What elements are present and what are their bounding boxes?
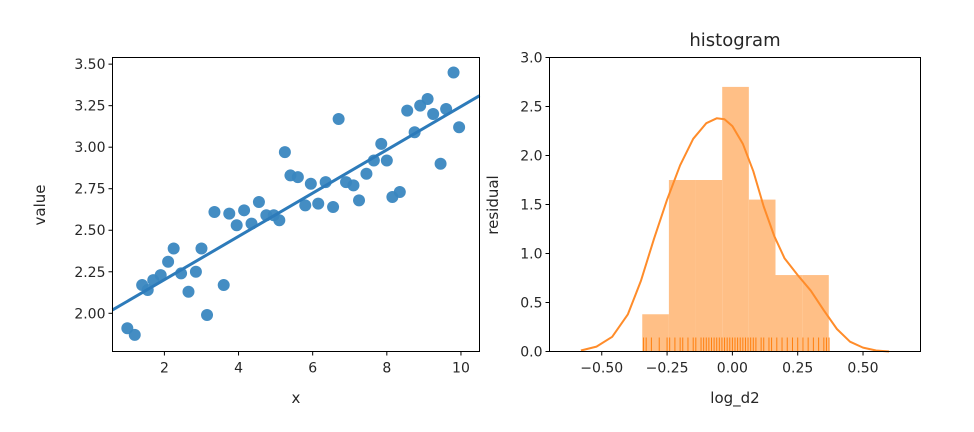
scatter-point: [273, 214, 286, 227]
histogram-bar: [695, 180, 723, 352]
scatter-point: [312, 197, 325, 210]
scatter-point: [327, 200, 340, 213]
scatter-x-tick-label: 6: [308, 361, 317, 377]
histogram-y-tick-label: 2.5: [520, 100, 542, 116]
scatter-plot: 2 4 6 8 10 2.00 2.25 2.50 2.75 3.00 3.25 3.50 x va…: [31, 57, 481, 407]
histogram-x-tick-label: −0.50: [580, 361, 623, 377]
scatter-x-axis-label: x: [292, 389, 301, 407]
scatter-y-tick-label: 2.25: [74, 265, 105, 281]
scatter-point: [434, 157, 447, 170]
scatter-point: [360, 167, 373, 180]
histogram-title: histogram: [689, 30, 780, 51]
histogram-y-tick-label: 3.0: [520, 51, 542, 67]
scatter-point: [182, 285, 195, 298]
scatter-y-axis: 2.00 2.25 2.50 2.75 3.00 3.25 3.50: [74, 57, 113, 322]
scatter-x-tick-label: 10: [452, 361, 470, 377]
scatter-point: [201, 308, 214, 321]
histogram-y-axis: 0.0 0.5 1.0 1.5 2.0 2.5 3.0: [520, 51, 550, 361]
histogram-y-tick-label: 1.5: [520, 198, 542, 214]
scatter-point: [128, 328, 141, 341]
scatter-point: [291, 171, 304, 184]
scatter-point: [223, 207, 236, 220]
scatter-point: [353, 194, 366, 207]
scatter-point: [217, 279, 230, 292]
scatter-point: [162, 255, 175, 268]
histogram-x-tick-label: 0.25: [782, 361, 813, 377]
scatter-y-tick-label: 3.25: [74, 99, 105, 115]
scatter-x-tick-label: 2: [160, 361, 169, 377]
scatter-point: [154, 269, 167, 282]
histogram-x-tick-label: 0.00: [717, 361, 748, 377]
scatter-point: [278, 146, 291, 159]
scatter-point: [393, 186, 406, 199]
scatter-point: [238, 204, 251, 217]
histogram-x-tick-label: −0.25: [646, 361, 689, 377]
histogram-x-tick-label: 0.50: [847, 361, 878, 377]
histogram-kde: [580, 117, 890, 353]
histogram-y-tick-label: 1.0: [520, 247, 542, 263]
histogram-x-axis-label: log_d2: [710, 389, 759, 408]
histogram-y-tick-label: 0.0: [520, 345, 542, 361]
histogram-bar: [642, 314, 669, 352]
scatter-point: [252, 196, 265, 209]
scatter-point: [304, 177, 317, 190]
scatter-point: [299, 199, 312, 212]
histogram-rug: [643, 337, 830, 352]
scatter-point: [230, 219, 243, 232]
histogram-plot: histogram −0.50 −0.25 0.00 0.25 0.50 0.0 0.5 1…: [484, 30, 921, 408]
scatter-point: [208, 205, 221, 218]
histogram-bar: [668, 180, 696, 352]
scatter-point: [347, 179, 360, 192]
kde-curve: [580, 117, 890, 353]
scatter-plot-frame: [112, 57, 480, 352]
scatter-y-tick-label: 2.50: [74, 223, 105, 239]
histogram-y-tick-label: 2.0: [520, 149, 542, 165]
scatter-x-tick-label: 4: [234, 361, 243, 377]
scatter-y-tick-label: 2.00: [74, 306, 105, 322]
histogram-y-axis-label: residual: [484, 175, 502, 234]
scatter-x-axis: 2 4 6 8 10: [160, 351, 470, 377]
scatter-point: [375, 137, 388, 150]
histogram-bar: [748, 199, 776, 352]
scatter-y-tick-label: 3.00: [74, 140, 105, 156]
scatter-x-tick-label: 8: [382, 361, 391, 377]
histogram-bar: [722, 86, 749, 352]
scatter-point: [453, 121, 466, 134]
scatter-y-tick-label: 3.50: [74, 57, 105, 73]
scatter-point: [167, 242, 180, 255]
scatter-marks: [111, 66, 481, 341]
histogram-bars: [642, 86, 829, 352]
histogram-y-tick-label: 0.5: [520, 296, 542, 312]
scatter-point: [380, 154, 393, 167]
scatter-point: [447, 66, 460, 79]
scatter-point: [332, 112, 345, 125]
regression-line: [111, 94, 481, 312]
scatter-point: [195, 242, 208, 255]
scatter-point: [421, 93, 434, 106]
scatter-point: [401, 104, 414, 117]
histogram-bar: [802, 275, 829, 352]
scatter-y-tick-label: 2.75: [74, 182, 105, 198]
scatter-point: [189, 265, 202, 278]
histogram-x-axis: −0.50 −0.25 0.00 0.25 0.50: [580, 351, 879, 377]
scatter-point: [427, 107, 440, 120]
scatter-y-axis-label: value: [31, 185, 49, 226]
